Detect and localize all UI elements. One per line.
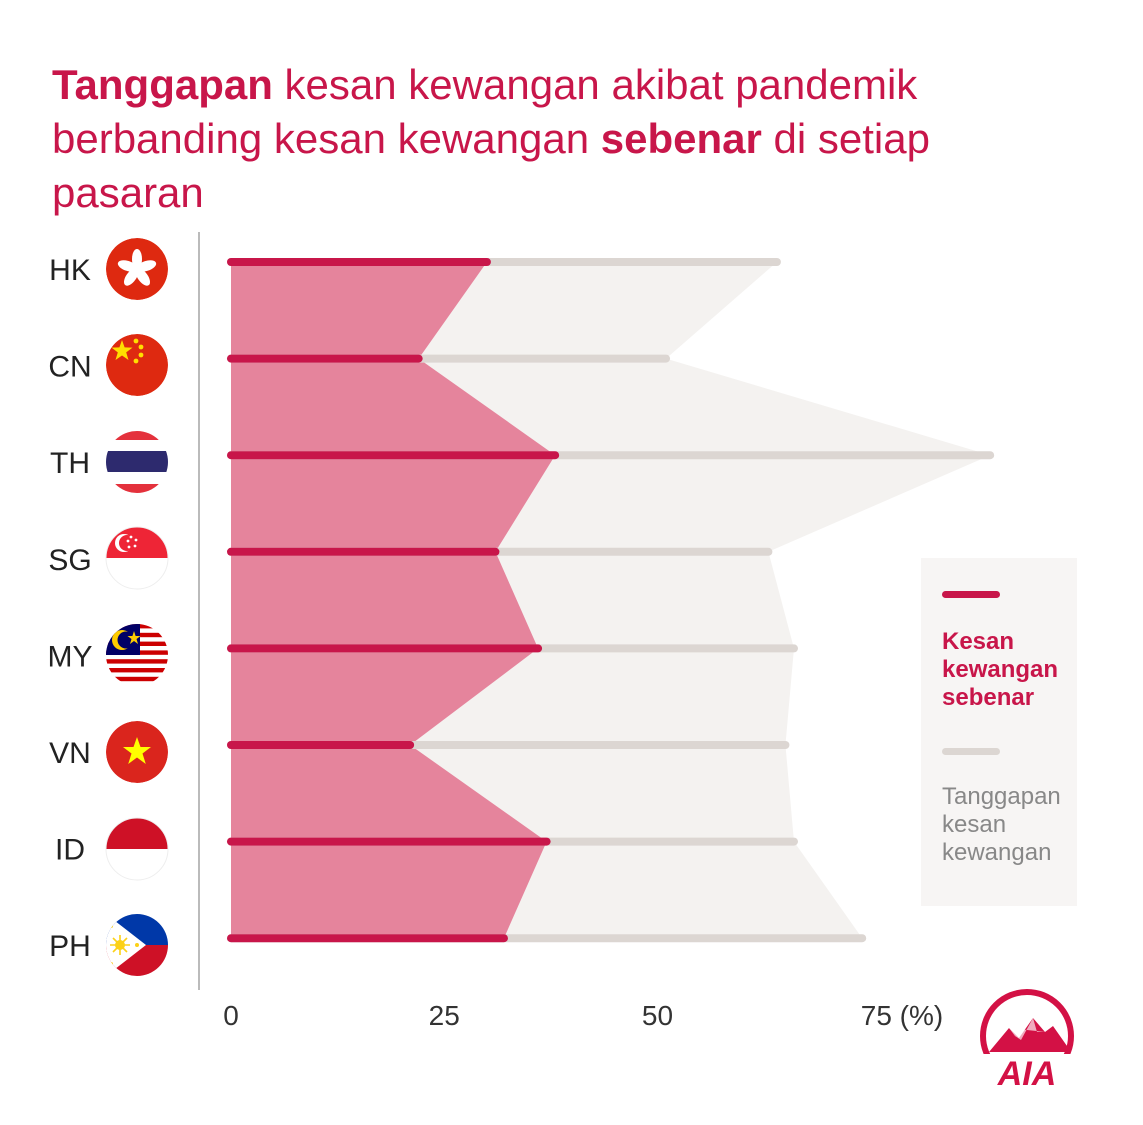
flag-hk-icon [106,238,168,300]
title-bold-tanggapan: Tanggapan [52,61,273,108]
chart-title: Tanggapan kesan kewangan akibat pandemik… [52,58,1092,220]
category-label-vn: VN [49,737,91,770]
legend-perceived-swatch [942,748,1000,755]
category-label-hk: HK [49,254,91,287]
category-labels: HK CN TH SG MY VN ID PH [48,254,93,963]
legend-actual-swatch [942,591,1000,598]
flag-cn-icon [106,334,168,396]
legend-actual-label: Kesan kewangan sebenar [942,628,1059,711]
actual-bars [227,258,560,943]
x-tick-0: 0 [223,1000,239,1031]
flag-ph-icon [106,914,168,976]
title-bold-sebenar: sebenar [600,115,762,162]
flag-my-icon [106,624,168,686]
flag-id-outline [105,817,169,881]
category-label-my: MY [48,640,93,673]
category-label-sg: SG [48,544,91,577]
flag-th-icon [106,431,168,493]
actual-area [231,262,556,939]
aia-logo-icon: AIA [980,989,1074,1092]
title-end: di setiap pasaran [52,115,930,216]
category-label-ph: PH [49,930,91,963]
title-middle: kesan kewangan akibat pandemik berbandin… [52,61,918,162]
aia-logo-text: AIA [997,1055,1057,1092]
category-label-th: TH [50,447,90,480]
flag-sg-outline [105,526,169,590]
legend-perceived-label: Tanggapan kesan kewangan [942,783,1061,866]
x-tick-labels: 0 25 50 75 (%) [223,1000,943,1031]
category-label-id: ID [55,834,85,867]
x-tick-25: 25 [429,1000,460,1031]
x-tick-75: 75 (%) [861,1000,943,1031]
legend-box: Kesan kewangan sebenar Tanggapan kesan k… [921,558,1077,906]
x-tick-50: 50 [642,1000,673,1031]
category-label-cn: CN [48,351,91,384]
flag-vn-icon [106,721,168,783]
